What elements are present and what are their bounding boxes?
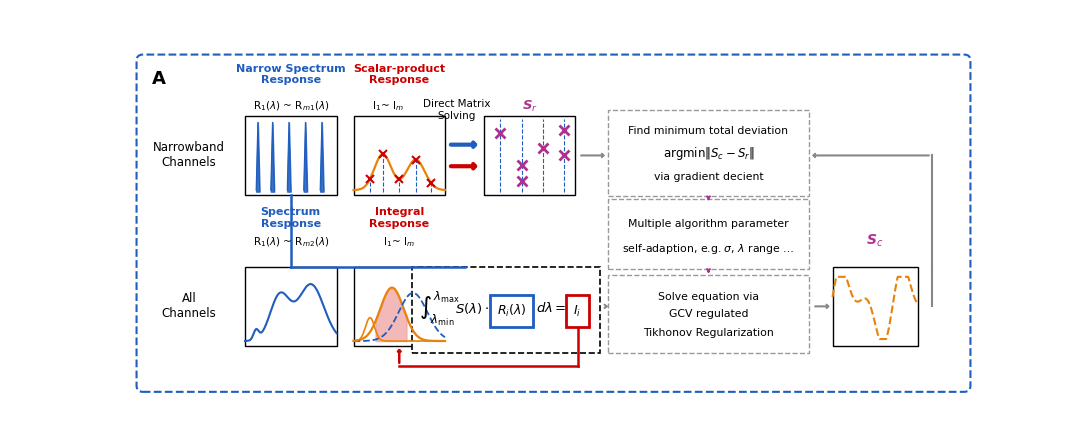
Text: R$_1$($\lambda$) ~ R$_{m1}$($\lambda$): R$_1$($\lambda$) ~ R$_{m1}$($\lambda$) xyxy=(253,99,329,113)
Text: A: A xyxy=(152,70,166,88)
Bar xyxy=(413,267,600,353)
Text: Scalar-product
Response: Scalar-product Response xyxy=(353,64,445,85)
Text: R$_1$($\lambda$) ~ R$_{m2}$($\lambda$): R$_1$($\lambda$) ~ R$_{m2}$($\lambda$) xyxy=(253,236,329,249)
Text: Spectrum
Response: Spectrum Response xyxy=(260,207,321,229)
Bar xyxy=(484,116,576,195)
Text: argmin$\|S_c - S_r\|$: argmin$\|S_c - S_r\|$ xyxy=(662,145,755,162)
Text: self-adaption, e.g. $\sigma$, $\lambda$ range …: self-adaption, e.g. $\sigma$, $\lambda$ … xyxy=(622,242,795,256)
Text: Narrowband
Channels: Narrowband Channels xyxy=(153,141,226,169)
Bar xyxy=(245,116,337,195)
Text: via gradient decient: via gradient decient xyxy=(653,172,764,182)
Bar xyxy=(608,199,809,269)
Text: S$_c$: S$_c$ xyxy=(866,232,883,248)
Text: $d\lambda=$: $d\lambda=$ xyxy=(537,301,567,316)
Bar xyxy=(608,110,809,196)
Bar xyxy=(833,267,918,346)
Text: Tikhonov Regularization: Tikhonov Regularization xyxy=(643,328,774,338)
Text: Multiple algorithm parameter: Multiple algorithm parameter xyxy=(629,219,788,229)
Bar xyxy=(353,267,445,346)
Text: All
Channels: All Channels xyxy=(162,292,217,320)
Text: GCV regulated: GCV regulated xyxy=(669,309,748,319)
Text: I$_1$~ I$_m$: I$_1$~ I$_m$ xyxy=(372,99,404,113)
Bar xyxy=(566,295,590,328)
Text: Narrow Spectrum
Response: Narrow Spectrum Response xyxy=(235,64,346,85)
Text: I$_1$~ I$_m$: I$_1$~ I$_m$ xyxy=(383,236,415,249)
Text: $I_i$: $I_i$ xyxy=(573,304,581,319)
Text: S$_r$: S$_r$ xyxy=(522,99,538,114)
Bar xyxy=(245,267,337,346)
Text: Solve equation via: Solve equation via xyxy=(658,292,759,302)
Text: $\int_{\lambda_\mathrm{min}}^{\lambda_\mathrm{max}}$: $\int_{\lambda_\mathrm{min}}^{\lambda_\m… xyxy=(419,289,459,328)
Bar xyxy=(353,116,445,195)
Text: Direct Matrix
Solving: Direct Matrix Solving xyxy=(423,99,490,121)
Text: $R_i(\lambda)$: $R_i(\lambda)$ xyxy=(497,303,526,320)
Text: $S(\lambda)\cdot$: $S(\lambda)\cdot$ xyxy=(455,301,489,316)
Bar xyxy=(608,275,809,353)
Bar xyxy=(490,295,534,328)
Text: Find minimum total deviation: Find minimum total deviation xyxy=(629,126,788,136)
Text: Integral
Response: Integral Response xyxy=(369,207,430,229)
